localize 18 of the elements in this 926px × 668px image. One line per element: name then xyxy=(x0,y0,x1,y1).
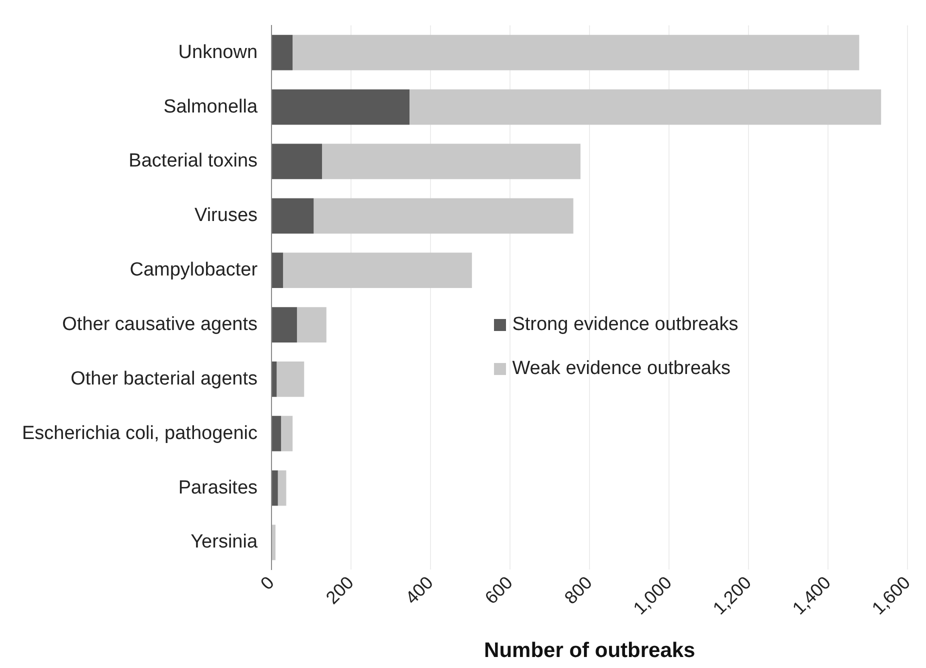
y-tick-label: Other causative agents xyxy=(62,314,258,335)
y-tick-label: Salmonella xyxy=(164,96,258,118)
x-tick-label: 800 xyxy=(560,572,596,608)
y-tick-label: Other bacterial agents xyxy=(70,368,258,390)
x-tick-label: 0 xyxy=(256,572,278,594)
x-tick-label: 200 xyxy=(322,572,358,608)
y-tick-label: Parasites xyxy=(178,477,258,498)
y-tick-label: Bacterial toxins xyxy=(128,150,258,172)
x-tick-label: 600 xyxy=(481,572,516,608)
x-tick-label: 400 xyxy=(402,572,437,608)
y-tick-label: Campylobacter xyxy=(130,260,258,281)
y-tick-label: Yersinia xyxy=(190,532,258,553)
legend-label: Strong evidence outbreaks xyxy=(512,314,738,336)
y-tick-label: Unknown xyxy=(178,42,258,63)
legend-label: Weak evidence outbreaks xyxy=(512,358,730,380)
y-tick-label: Viruses xyxy=(194,205,258,226)
y-tick-label: Escherichia coli, pathogenic xyxy=(22,422,258,444)
x-axis-title: Number of outbreaks xyxy=(484,639,696,662)
